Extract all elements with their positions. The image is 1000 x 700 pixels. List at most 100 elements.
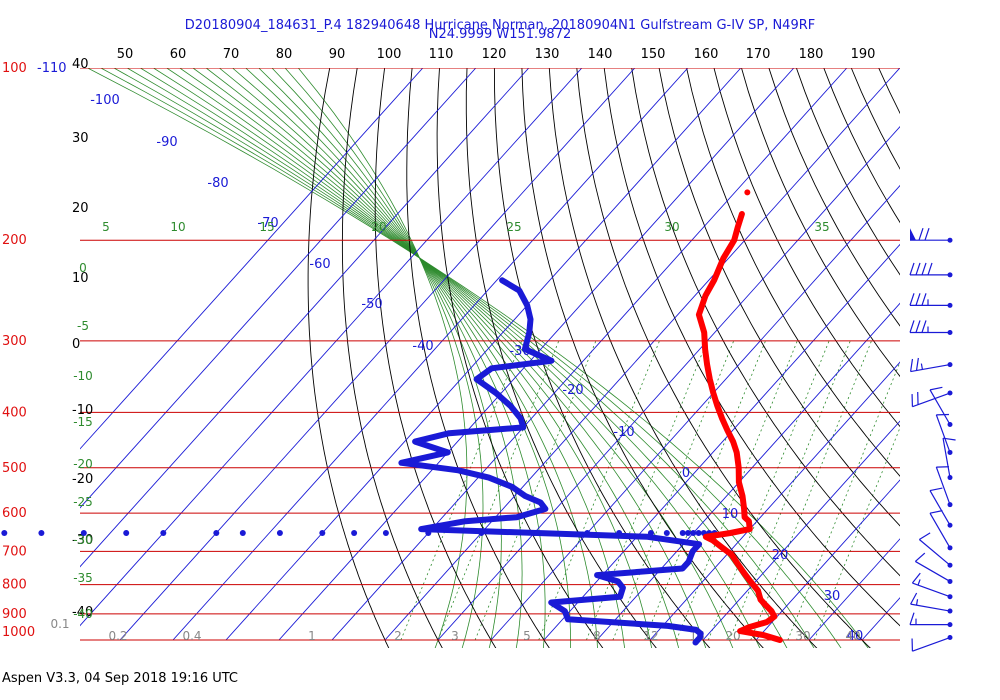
- moist-adiabat-line: [166, 68, 707, 648]
- theta-e-label: 35: [814, 220, 829, 234]
- dry-adiabat-line: [768, 68, 900, 327]
- moist-adiabat-line: [113, 68, 815, 648]
- isotherm-label: -100: [90, 93, 120, 108]
- mixing-ratio-line: [813, 426, 900, 641]
- pressure-label: 700: [2, 544, 27, 559]
- isotherm-line: [755, 479, 900, 641]
- dry-adiabats: [307, 68, 1000, 652]
- wind-barbs: [909, 227, 956, 652]
- dry-adiabat-line: [795, 68, 900, 276]
- isotherm-line: [437, 125, 900, 641]
- moist-adiabat-line: [284, 68, 484, 648]
- theta-label: 0: [79, 261, 87, 275]
- temperature-point: [744, 189, 751, 196]
- isotherm-line: [80, 68, 530, 568]
- dewpoint-point: [679, 529, 686, 536]
- isotherm-line: [915, 68, 1000, 640]
- mixing-ratio-label: 0.4: [182, 629, 201, 643]
- theta-label: -25: [73, 495, 93, 509]
- mixing-ratio-line: [400, 340, 523, 641]
- pressure-label: 600: [2, 506, 27, 521]
- wind-barb: [909, 262, 953, 278]
- top-scale-label: 100: [377, 47, 402, 62]
- mixing-ratio-label: 0.2: [108, 629, 127, 643]
- dry-adiabat-line: [934, 68, 1000, 652]
- mixing-ratio-lines: [400, 340, 900, 641]
- height-label: -10: [72, 403, 93, 418]
- pressure-label: 500: [2, 461, 27, 476]
- theta-e-label: 5: [102, 220, 110, 234]
- dewpoint-point: [690, 529, 697, 536]
- isotherm-line: [490, 184, 900, 641]
- pressure-label: 300: [2, 334, 27, 349]
- isotherm-line: [384, 68, 900, 641]
- dry-adiabat-line: [436, 68, 604, 648]
- top-scale-label: 140: [588, 47, 613, 62]
- dewpoint-point: [663, 529, 670, 536]
- wind-barb: [910, 227, 953, 243]
- wind-barb: [909, 320, 953, 335]
- isotherm-label: 30: [824, 589, 841, 604]
- isotherm-label: 40: [847, 629, 864, 644]
- isotherm-line: [808, 538, 900, 641]
- moist-adiabat-line: [179, 68, 680, 648]
- mixing-ratio-line: [729, 340, 851, 641]
- dry-adiabat-line: [713, 68, 900, 428]
- dry-adiabat-line: [741, 68, 900, 378]
- moist-adiabat-line: [126, 68, 788, 648]
- moist-adiabat-line: [100, 68, 842, 648]
- mixing-ratio-line: [676, 340, 798, 641]
- moist-adiabat-line: [232, 68, 571, 648]
- dry-adiabat-line: [465, 68, 657, 648]
- mixing-ratio-label: 2: [394, 629, 402, 643]
- height-label: -20: [72, 472, 93, 487]
- theta-e-label: 15: [259, 220, 274, 234]
- wind-barb: [918, 532, 953, 568]
- dewpoint-point: [685, 529, 692, 536]
- height-label: -40: [72, 605, 93, 620]
- isotherm-line: [649, 361, 900, 641]
- height-label: 0: [72, 337, 80, 352]
- wind-barb: [911, 572, 953, 600]
- chart-subtitle: N24.9999 W151.9872: [429, 27, 572, 42]
- moist-adiabat-line: [219, 68, 598, 648]
- pressure-label: 400: [2, 405, 27, 420]
- dry-adiabat-line: [989, 68, 1000, 652]
- wind-barb: [929, 487, 953, 528]
- dewpoint-point: [276, 529, 283, 536]
- dewpoint-line: [398, 277, 704, 646]
- isotherm-line: [80, 68, 424, 450]
- temperature-line: [695, 211, 783, 643]
- dewpoint-point: [584, 529, 591, 536]
- top-scale-label: 190: [851, 47, 876, 62]
- wind-barb: [909, 293, 953, 308]
- dry-adiabat-line: [521, 68, 764, 648]
- isotherm-label: 0: [682, 466, 690, 481]
- theta-e-label: 10: [170, 220, 185, 234]
- isotherm-label: 20: [772, 548, 789, 563]
- mixing-ratio-line: [437, 340, 560, 641]
- isotherm-label: -20: [562, 383, 583, 398]
- pressure-label: 1000: [2, 625, 35, 640]
- mixing-ratio-label: 0.1: [50, 617, 69, 631]
- dewpoint-point: [213, 529, 220, 536]
- isotherm-label: 10: [722, 507, 739, 522]
- wind-barb: [929, 386, 953, 427]
- dewpoint-point: [478, 529, 485, 536]
- mixing-ratio-line: [586, 340, 708, 641]
- theta-label: -20: [73, 457, 93, 471]
- dry-adiabat-line: [548, 68, 818, 648]
- isotherm-line: [596, 302, 900, 641]
- pressure-label: 100: [2, 61, 27, 76]
- wind-barb: [911, 635, 953, 652]
- top-scale-label: 50: [117, 47, 134, 62]
- mixing-ratio-line: [787, 361, 900, 641]
- mixing-ratio-label: 40: [845, 629, 860, 643]
- mixing-ratio-label: 20: [725, 629, 740, 643]
- mixing-ratio-line: [750, 340, 872, 641]
- dewpoint-point: [319, 529, 326, 536]
- isotherm-label: -60: [309, 257, 330, 272]
- isotherm-label: -90: [156, 135, 177, 150]
